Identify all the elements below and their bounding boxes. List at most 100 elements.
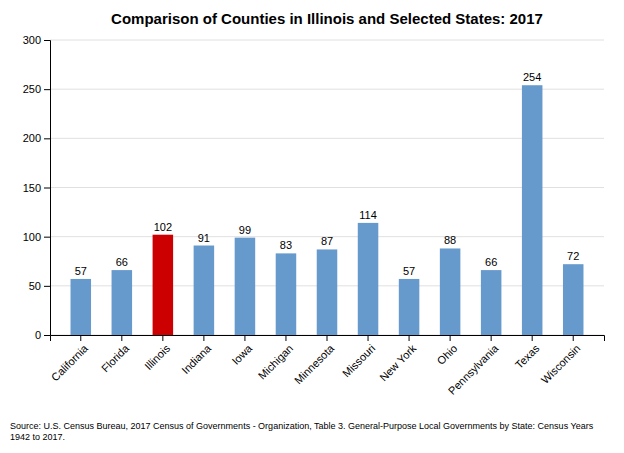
grid-line (50, 138, 604, 139)
data-label: 57 (75, 265, 87, 277)
data-label: 102 (154, 221, 172, 233)
y-tick-mark (44, 188, 50, 189)
data-label: 83 (280, 239, 292, 251)
y-axis: 0 50 100 150 200 250 300 (23, 34, 51, 341)
y-tick-label: 100 (23, 231, 41, 243)
grid (50, 40, 604, 335)
y-tick-mark (44, 40, 50, 41)
grid-line (50, 187, 604, 188)
bar (440, 248, 461, 335)
data-label: 99 (239, 224, 251, 236)
y-tick: 100 (23, 231, 50, 243)
x-tick: California (49, 335, 91, 383)
x-axis-line (51, 336, 605, 342)
x-tick-mark (573, 335, 574, 341)
title: Comparison of Counties in Illinois and S… (111, 10, 543, 27)
bar (481, 270, 502, 335)
x-tick-mark (368, 335, 369, 341)
x-tick-mark (203, 335, 204, 341)
x-tick-mark (450, 335, 451, 341)
x-tick-mark (244, 335, 245, 341)
x-tick: Iowa (229, 335, 255, 367)
y-tick-label: 0 (35, 329, 41, 341)
x-tick: Texas (513, 335, 542, 371)
x-tick: Michigan (256, 335, 296, 382)
y-tick-mark (44, 335, 50, 336)
bar (71, 279, 92, 335)
x-tick-mark (121, 335, 122, 341)
x-tick: Indiana (179, 335, 214, 376)
y-tick: 50 (29, 280, 50, 292)
bar (399, 279, 420, 335)
bar (276, 253, 297, 335)
y-tick: 200 (23, 132, 50, 144)
data-labels: 57 66 102 91 99 83 87 114 57 88 66 254 72 (75, 71, 580, 277)
x-axis: CaliforniaFlorida IllinoisIndiana IowaMich… (49, 335, 605, 397)
source: Source: U.S. Census Bureau, 2017 Census … (10, 421, 594, 442)
y-tick-label: 250 (23, 83, 41, 95)
x-tick-mark (162, 335, 163, 341)
x-tick: Wisconsin (539, 335, 583, 386)
x-tick-mark (491, 335, 492, 341)
x-tick-label: Pennsylvania (446, 341, 501, 396)
data-label: 66 (485, 256, 497, 268)
x-tick-label: Missouri (340, 342, 377, 379)
y-tick-label: 300 (23, 34, 41, 46)
plot: 57 66 102 91 99 83 87 114 57 88 66 254 72 0 50 100 150 20… (23, 34, 605, 397)
data-label: 114 (359, 209, 377, 221)
x-tick-label: Wisconsin (539, 342, 583, 386)
x-tick: Illinois (142, 335, 172, 372)
x-tick-label: Ohio (435, 342, 460, 367)
x-tick-label: Iowa (229, 341, 255, 367)
x-tick: Ohio (435, 335, 460, 367)
bar (153, 235, 174, 335)
y-tick-mark (44, 89, 50, 90)
y-tick-mark (44, 286, 50, 287)
x-tick-mark (285, 335, 286, 341)
x-tick-label: Michigan (256, 342, 296, 382)
data-label: 91 (198, 232, 210, 244)
y-tick-label: 50 (29, 280, 41, 292)
y-tick-mark (44, 138, 50, 139)
chart: 57 66 102 91 99 83 87 114 57 88 66 254 72 0 50 100 150 20… (0, 0, 624, 453)
x-tick: New York (377, 335, 419, 383)
grid-line (50, 89, 604, 90)
bar (235, 238, 256, 335)
data-label: 87 (321, 235, 333, 247)
y-tick-label: 150 (23, 182, 41, 194)
y-tick-mark (44, 237, 50, 238)
y-tick: 150 (23, 182, 50, 194)
bar (112, 270, 133, 335)
bars (71, 85, 584, 335)
y-tick: 250 (23, 83, 50, 95)
x-tick: Florida (99, 335, 132, 374)
data-label: 254 (523, 71, 541, 83)
bar (522, 85, 543, 335)
data-label: 57 (403, 265, 415, 277)
grid-line (50, 40, 604, 41)
x-tick-label: Minnesota (292, 341, 337, 386)
x-tick-mark (327, 335, 328, 341)
y-tick: 300 (23, 34, 50, 46)
x-tick: Minnesota (292, 335, 337, 386)
bar (563, 264, 584, 335)
x-tick-label: Florida (99, 341, 132, 374)
x-tick-label: New York (377, 342, 419, 384)
x-tick: Missouri (340, 335, 377, 380)
y-tick: 0 (35, 329, 50, 341)
x-tick-label: Illinois (142, 342, 172, 372)
bar (194, 246, 215, 335)
x-tick-label: Texas (513, 342, 542, 371)
data-label: 72 (567, 250, 579, 262)
bar (317, 249, 338, 335)
y-tick-label: 200 (23, 132, 41, 144)
x-tick-mark (409, 335, 410, 341)
x-tick-label: California (49, 341, 91, 383)
x-tick-label: Indiana (179, 341, 214, 376)
data-label: 66 (116, 256, 128, 268)
bar (358, 223, 379, 335)
x-tick-mark (80, 335, 81, 341)
data-label: 88 (444, 234, 456, 246)
x-tick: Pennsylvania (446, 335, 501, 397)
y-axis-line (44, 41, 51, 336)
